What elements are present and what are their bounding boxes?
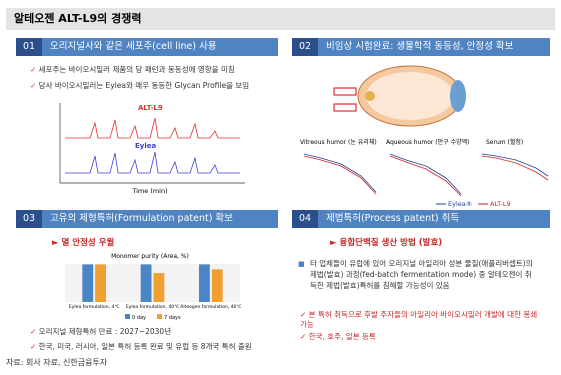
section-number: 01	[16, 38, 42, 56]
section-number: 02	[292, 38, 318, 56]
legend-label: ALT-L9	[490, 200, 511, 208]
chromatogram: ALT-L9 Eylea Time (min)	[59, 103, 245, 195]
section-heading: 제법특허(Process patent) 취득	[318, 210, 550, 228]
figure-label: Eylea	[135, 142, 156, 150]
figure-label: ALT-L9	[138, 104, 163, 112]
section-heading: 오리지널사와 같은 세포주(cell line) 사용	[42, 38, 278, 56]
x-tick-label: Eylea formulation, 4℃	[69, 304, 119, 310]
bar	[82, 264, 94, 302]
highlight: 열 안정성 우월	[52, 236, 115, 248]
bar	[140, 264, 152, 302]
note: 타 업체들이 유럽에 있어 오리지널 아일리아 성분 물질(애플리버셉트)의 제…	[310, 259, 533, 290]
legend-label: 7 days	[164, 315, 181, 321]
page-title: 알테오젠 ALT-L9의 경쟁력	[6, 8, 555, 30]
chart-title: Monomer purity (Area, %)	[111, 253, 189, 260]
section-header: 01 오리지널사와 같은 세포주(cell line) 사용	[16, 38, 278, 56]
pk-panels: Vitreous humor (눈 유리체) Aqueous humor (안구…	[300, 138, 549, 208]
bullet: 오리지널 제형특허 만료 : 2027~2030년	[30, 326, 171, 337]
x-tick-label: Alteogen formulation, 40℃	[180, 304, 241, 310]
bar	[153, 273, 165, 302]
section-header: 04 제법특허(Process patent) 취득	[292, 210, 550, 228]
bar	[95, 264, 106, 302]
section-number: 03	[16, 210, 42, 228]
bar-chart: Monomer purity (Area, %) Eylea formulati…	[65, 253, 241, 321]
legend-swatch	[157, 314, 162, 319]
source: 자료: 회사 자료, 신한금융투자	[6, 358, 108, 367]
panel-title: Aqueous humor (안구 수양액)	[386, 138, 470, 146]
bullet-marker: ■	[298, 260, 305, 268]
panel-title: Vitreous humor (눈 유리체)	[300, 138, 377, 146]
highlight: 융합단백질 생산 방법 (발효)	[330, 236, 443, 248]
red-bullet: 본 특허 취득으로 후발 주자들의 아일리아 바이오시밀러 개발에 대한 봉쇄 …	[300, 310, 545, 330]
x-tick-label: Eylea formulation, 40℃	[126, 304, 179, 310]
bullet: 한국, 미국, 러시아, 일본 특허 등록 완료 및 유럽 등 8개국 특허 출…	[30, 341, 252, 352]
x-axis-label: Time (min)	[131, 187, 167, 195]
section-number: 04	[292, 210, 318, 228]
panel-title: Serum (혈청)	[486, 138, 523, 146]
legend-label: 0 day	[132, 315, 146, 321]
bar	[199, 264, 210, 302]
section-header: 02 비임상 시험완료: 생물학적 동등성, 안정성 확보	[292, 38, 550, 56]
bullet: 세포주는 바이오시밀러 제품의 당 패턴과 동등성에 영향을 미침	[30, 64, 235, 75]
bar	[211, 269, 223, 302]
section-header: 03 고유의 제형특허(Formulation patent) 확보	[16, 210, 278, 228]
eye-diagram	[333, 65, 466, 127]
plot-area	[65, 264, 240, 302]
legend-swatch	[125, 314, 130, 319]
section-heading: 고유의 제형특허(Formulation patent) 확보	[42, 210, 278, 228]
section-heading: 비임상 시험완료: 생물학적 동등성, 안정성 확보	[318, 38, 550, 56]
legend-label: Eylea®	[448, 200, 472, 208]
bullet: 당사 바이오시밀러는 Eylea와 매우 동등한 Glycan Profile을…	[30, 80, 250, 91]
red-bullet: 한국, 호주, 일본 등록	[300, 332, 376, 342]
